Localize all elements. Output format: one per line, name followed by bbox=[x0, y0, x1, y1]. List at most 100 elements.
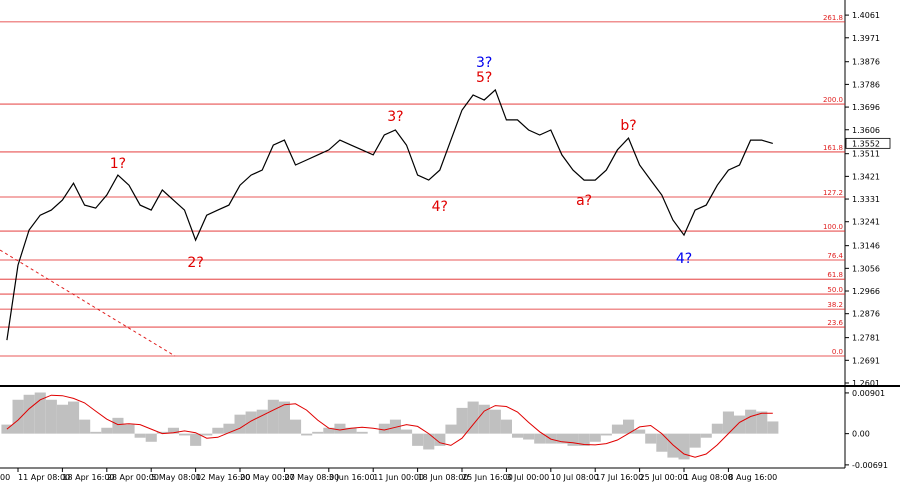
x-tick-label: 10 Jul 08:00 bbox=[551, 473, 599, 482]
fib-label: 100.0 bbox=[823, 223, 843, 231]
macd-bar bbox=[156, 431, 168, 434]
x-tick-label: 12 May 16:00 bbox=[196, 473, 251, 482]
wave-label: 5? bbox=[476, 70, 492, 86]
macd-bar bbox=[179, 433, 191, 436]
y-tick-label: 1.2601 bbox=[852, 379, 880, 388]
macd-bar bbox=[745, 409, 757, 434]
y-tick-label: 1.3876 bbox=[852, 58, 880, 67]
macd-bar bbox=[478, 404, 490, 434]
macd-bar bbox=[634, 429, 646, 434]
fib-label: 50.0 bbox=[827, 286, 843, 294]
x-tick-label: 25 Jul 00:00 bbox=[640, 473, 688, 482]
x-tick-label: 28 Apr 00:00 bbox=[107, 473, 159, 482]
wave-label: 3? bbox=[476, 55, 492, 71]
plot-area bbox=[0, 21, 845, 460]
y-tick-label: 1.3606 bbox=[852, 126, 880, 135]
fib-label: 0.0 bbox=[832, 348, 843, 356]
price-line bbox=[6, 88, 773, 341]
wave-label: 4? bbox=[432, 199, 448, 215]
wave-label: b? bbox=[620, 118, 636, 134]
macd-bar bbox=[756, 411, 768, 434]
fib-label: 127.2 bbox=[823, 189, 843, 197]
macd-bar bbox=[556, 433, 568, 444]
macd-bar bbox=[278, 401, 290, 434]
x-tick-label: 5 May 08:00 bbox=[151, 473, 201, 482]
y-tick-label: 1.3511 bbox=[852, 150, 880, 159]
macd-bar bbox=[589, 433, 601, 442]
macd-bar bbox=[23, 394, 35, 434]
macd-bar bbox=[667, 433, 679, 458]
wave-label: a? bbox=[576, 193, 592, 209]
fib-label: 76.4 bbox=[827, 252, 843, 260]
x-tick-label: 20 May 00:00 bbox=[240, 473, 295, 482]
macd-bar bbox=[145, 433, 157, 442]
macd-bar bbox=[700, 433, 712, 438]
macd-bar bbox=[334, 423, 346, 434]
y-tick-label: 1.2876 bbox=[852, 310, 880, 319]
macd-bar bbox=[767, 421, 779, 434]
macd-bar bbox=[234, 414, 246, 434]
macd-bar bbox=[45, 399, 57, 434]
macd-bar bbox=[534, 433, 546, 444]
fib-label: 161.8 bbox=[823, 144, 843, 152]
x-tick-label: 11 Jun 00:00 bbox=[373, 473, 424, 482]
last-price-label: 1.3552 bbox=[852, 139, 880, 148]
macd-bar bbox=[401, 429, 413, 434]
y-tick-label: 0.00901 bbox=[852, 389, 885, 398]
wave-label: 4? bbox=[676, 251, 692, 267]
macd-bar bbox=[623, 419, 635, 434]
macd-bar bbox=[345, 427, 357, 434]
macd-bar bbox=[722, 411, 734, 434]
y-tick-label: 1.3971 bbox=[852, 34, 880, 43]
macd-bar bbox=[223, 423, 235, 434]
macd-bar bbox=[734, 415, 746, 434]
x-tick-label: 18 Apr 16:00 bbox=[62, 473, 114, 482]
x-tick-label: 00 bbox=[0, 473, 10, 482]
x-tick-label: 3 Jun 16:00 bbox=[329, 473, 375, 482]
x-tick-label: 8 Aug 16:00 bbox=[728, 473, 777, 482]
macd-bar bbox=[79, 419, 91, 434]
fib-label: 261.8 bbox=[823, 14, 843, 22]
macd-bar bbox=[290, 419, 302, 434]
wave-label: 1? bbox=[110, 156, 126, 172]
macd-bar bbox=[112, 417, 124, 434]
macd-bar bbox=[678, 433, 690, 460]
macd-bar bbox=[711, 423, 723, 434]
macd-bar bbox=[323, 427, 335, 434]
macd-bar bbox=[190, 433, 202, 446]
fib-label: 61.8 bbox=[827, 271, 843, 279]
macd-bar bbox=[245, 411, 257, 434]
macd-bar bbox=[445, 424, 457, 434]
macd-bar bbox=[267, 399, 279, 434]
macd-bar bbox=[256, 409, 268, 434]
macd-bar bbox=[68, 401, 80, 434]
x-tick-label: 11 Apr 08:00 bbox=[18, 473, 70, 482]
macd-bar bbox=[467, 401, 479, 434]
macd-bar bbox=[500, 419, 512, 434]
macd-bar bbox=[689, 433, 701, 448]
wave-label: 2? bbox=[187, 255, 203, 271]
y-tick-label: -0.00691 bbox=[852, 461, 888, 470]
macd-bar bbox=[600, 433, 612, 436]
y-tick-label: 1.2691 bbox=[852, 356, 880, 365]
fib-label: 23.6 bbox=[827, 319, 843, 327]
y-tick-label: 1.4061 bbox=[852, 11, 880, 20]
y-tick-label: 1.3056 bbox=[852, 264, 880, 273]
macd-bar bbox=[434, 433, 446, 446]
x-tick-label: 27 May 08:00 bbox=[284, 473, 339, 482]
fib-label: 38.2 bbox=[827, 301, 843, 309]
macd-bar bbox=[645, 433, 657, 444]
last-price-box bbox=[845, 137, 891, 149]
y-tick-label: 1.3421 bbox=[852, 172, 880, 181]
y-tick-label: 1.3696 bbox=[852, 103, 880, 112]
macd-bar bbox=[134, 433, 146, 438]
macd-bar bbox=[12, 399, 24, 434]
macd-bar bbox=[489, 409, 501, 434]
signal-line bbox=[6, 394, 773, 458]
macd-bar bbox=[312, 431, 324, 434]
y-tick-label: 1.2781 bbox=[852, 334, 880, 343]
macd-bar bbox=[34, 392, 46, 434]
macd-bar bbox=[56, 404, 68, 434]
macd-bar bbox=[578, 433, 590, 446]
